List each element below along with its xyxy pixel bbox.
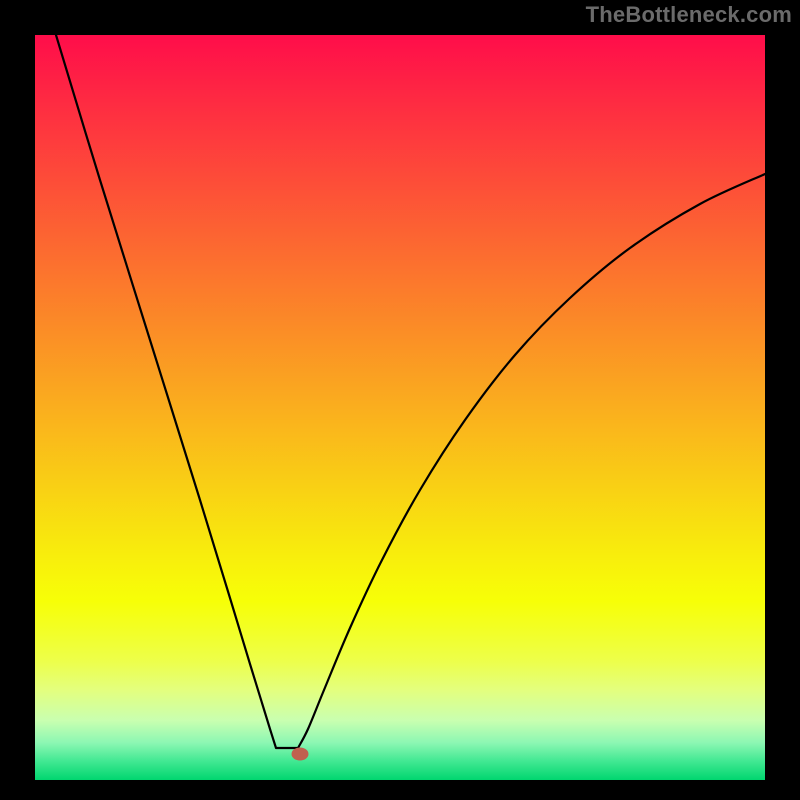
optimum-marker [292, 748, 309, 761]
gradient-panel [35, 35, 765, 780]
chart-root: TheBottleneck.com [0, 0, 800, 800]
watermark-text: TheBottleneck.com [586, 2, 792, 28]
chart-svg [0, 0, 800, 800]
